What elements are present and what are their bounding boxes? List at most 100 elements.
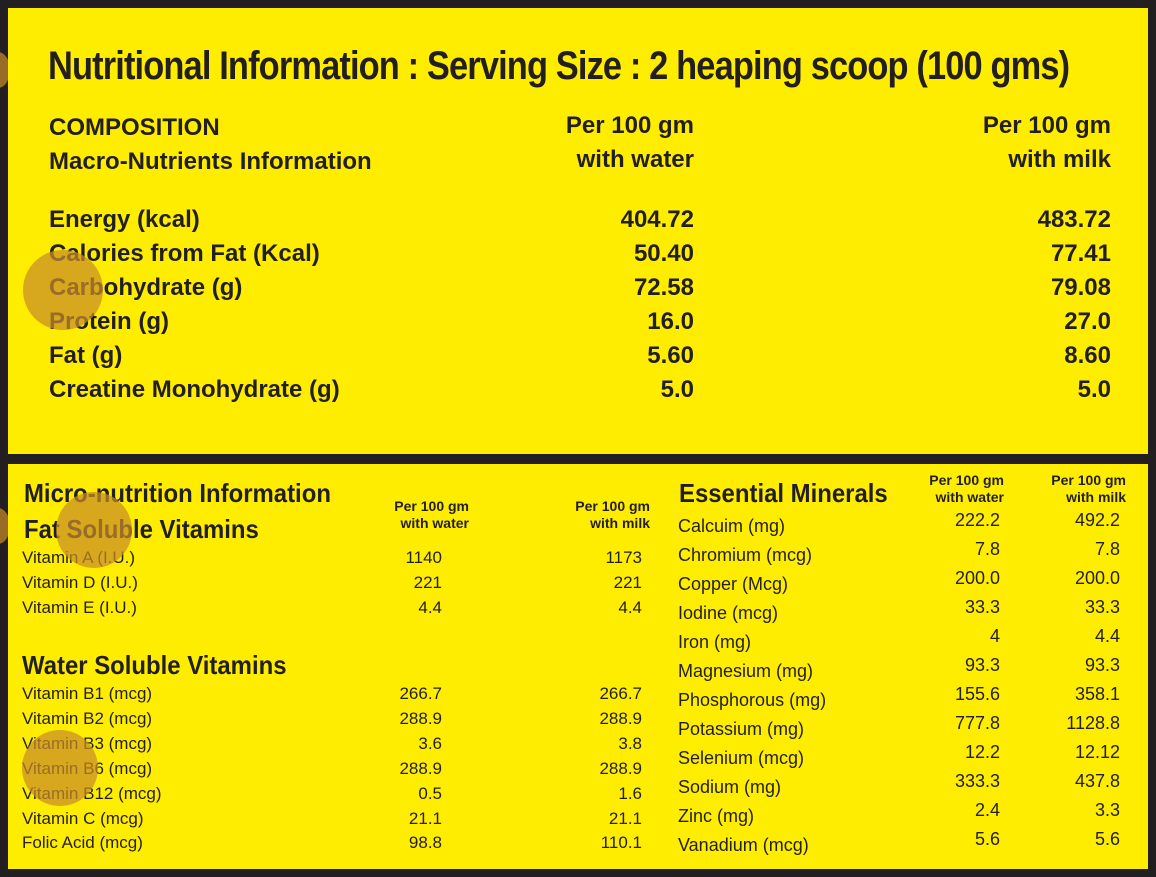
value-water: 7.8 bbox=[974, 539, 1000, 559]
essential-minerals-heading: Essential Minerals bbox=[679, 478, 888, 508]
value-water: 2.4 bbox=[974, 800, 1000, 820]
value-water: 4 bbox=[989, 626, 1000, 646]
value-water: 4.4 bbox=[418, 598, 442, 617]
value-milk: 5.6 bbox=[1094, 829, 1120, 849]
column-header-line: with water bbox=[576, 146, 694, 173]
water-column-header: Per 100 gm with water bbox=[566, 109, 694, 177]
vitamin-row: Vitamin B1 (mcg) 266.7 266.7 bbox=[22, 684, 642, 709]
mineral-label: Potassium (mg) bbox=[678, 719, 805, 739]
value-milk: 12.12 bbox=[1074, 742, 1120, 762]
value-water: 72.58 bbox=[633, 274, 694, 301]
water-soluble-heading: Water Soluble Vitamins bbox=[22, 650, 287, 680]
micro-nutrients-panel: Micro-nutrition Information Fat Soluble … bbox=[8, 464, 1148, 869]
value-milk: 266.7 bbox=[599, 684, 642, 703]
macro-row: Energy (kcal) 404.72 483.72 bbox=[49, 206, 1111, 240]
value-milk: 288.9 bbox=[599, 759, 642, 778]
mineral-row: Iron (mg) 4 4.4 bbox=[678, 626, 1120, 658]
column-header-line: Per 100 gm bbox=[394, 498, 469, 514]
column-header-line: with water bbox=[935, 489, 1004, 505]
mineral-row: Chromium (mcg) 7.8 7.8 bbox=[678, 539, 1120, 571]
column-header-line: with water bbox=[400, 515, 469, 531]
vitamin-row: Folic Acid (mcg) 98.8 110.1 bbox=[22, 833, 642, 858]
left-edge-marker bbox=[0, 508, 10, 544]
vitamin-label: Vitamin B2 (mcg) bbox=[22, 709, 153, 728]
macro-row: Creatine Monohydrate (g) 5.0 5.0 bbox=[49, 376, 1111, 410]
value-milk: 79.08 bbox=[1050, 274, 1111, 301]
macro-row: Protein (g) 16.0 27.0 bbox=[49, 308, 1111, 342]
value-milk: 77.41 bbox=[1050, 240, 1111, 267]
value-milk: 4.4 bbox=[618, 598, 642, 617]
vitamin-row: Vitamin B2 (mcg) 288.9 288.9 bbox=[22, 709, 642, 734]
mineral-label: Chromium (mcg) bbox=[678, 545, 813, 565]
page-title: Nutritional Information : Serving Size :… bbox=[48, 44, 1070, 88]
vitamin-label: Folic Acid (mcg) bbox=[22, 833, 143, 852]
macro-nutrients-panel: Nutritional Information : Serving Size :… bbox=[8, 8, 1148, 454]
marker-dot bbox=[56, 492, 132, 568]
vitamin-row: Vitamin D (I.U.) 221 221 bbox=[22, 573, 642, 598]
column-header-line: with milk bbox=[1066, 489, 1126, 505]
value-water: 155.6 bbox=[954, 684, 1000, 704]
mineral-label: Iron (mg) bbox=[678, 632, 752, 652]
value-water: 21.1 bbox=[408, 809, 442, 828]
mineral-label: Selenium (mcg) bbox=[678, 748, 805, 768]
vitamin-row: Vitamin E (I.U.) 4.4 4.4 bbox=[22, 598, 642, 623]
column-header-line: Per 100 gm bbox=[1051, 472, 1126, 488]
value-water: 93.3 bbox=[964, 655, 1000, 675]
value-milk: 3.8 bbox=[618, 734, 642, 753]
mineral-row: Vanadium (mcg) 5.6 5.6 bbox=[678, 829, 1120, 861]
value-water: 0.5 bbox=[418, 784, 442, 803]
nutrient-label: Calories from Fat (Kcal) bbox=[49, 240, 320, 267]
value-milk: 3.3 bbox=[1094, 800, 1120, 820]
nutrient-label: Energy (kcal) bbox=[49, 206, 200, 233]
mineral-row: Selenium (mcg) 12.2 12.12 bbox=[678, 742, 1120, 774]
value-milk: 358.1 bbox=[1074, 684, 1120, 704]
value-water: 5.60 bbox=[647, 342, 694, 369]
value-water: 33.3 bbox=[964, 597, 1000, 617]
mineral-row: Copper (Mcg) 200.0 200.0 bbox=[678, 568, 1120, 600]
value-water: 222.2 bbox=[954, 510, 1000, 530]
value-water: 288.9 bbox=[399, 709, 442, 728]
value-water: 221 bbox=[413, 573, 442, 592]
value-milk: 221 bbox=[613, 573, 642, 592]
value-water: 404.72 bbox=[620, 206, 694, 233]
vitamin-label: Vitamin D (I.U.) bbox=[22, 573, 138, 592]
macro-row: Fat (g) 5.60 8.60 bbox=[49, 342, 1111, 376]
column-header-line: Per 100 gm bbox=[982, 112, 1111, 139]
mineral-label: Calcuim (mg) bbox=[678, 516, 786, 536]
value-water: 288.9 bbox=[399, 759, 442, 778]
marker-dot bbox=[22, 730, 98, 806]
mineral-row: Zinc (mg) 2.4 3.3 bbox=[678, 800, 1120, 832]
mineral-label: Sodium (mg) bbox=[678, 777, 782, 797]
column-header-line: Per 100 gm bbox=[575, 498, 650, 514]
value-water: 3.6 bbox=[418, 734, 442, 753]
value-water: 777.8 bbox=[954, 713, 1000, 733]
value-water: 333.3 bbox=[954, 771, 1000, 791]
mineral-label: Phosphorous (mg) bbox=[678, 690, 827, 710]
column-header-line: with milk bbox=[590, 515, 650, 531]
mineral-label: Zinc (mg) bbox=[678, 806, 754, 826]
value-milk: 5.0 bbox=[1077, 376, 1111, 403]
value-milk: 288.9 bbox=[599, 709, 642, 728]
column-header-line: Per 100 gm bbox=[565, 112, 694, 139]
vitamin-row: Vitamin B12 (mcg) 0.5 1.6 bbox=[22, 784, 642, 809]
column-header-line: with milk bbox=[1008, 146, 1111, 173]
value-water: 5.6 bbox=[974, 829, 1000, 849]
value-water: 98.8 bbox=[408, 833, 442, 852]
vitamin-label: Vitamin E (I.U.) bbox=[22, 598, 137, 617]
mineral-water-column-header: Per 100 gm with water bbox=[929, 472, 1004, 506]
mineral-row: Magnesium (mg) 93.3 93.3 bbox=[678, 655, 1120, 687]
marker-dot bbox=[23, 250, 103, 330]
mineral-row: Iodine (mcg) 33.3 33.3 bbox=[678, 597, 1120, 629]
nutrient-label: Creatine Monohydrate (g) bbox=[49, 376, 340, 403]
value-milk: 1128.8 bbox=[1066, 713, 1120, 733]
vitamin-label: Vitamin B1 (mcg) bbox=[22, 684, 153, 703]
vitamin-row: Vitamin C (mcg) 21.1 21.1 bbox=[22, 809, 642, 834]
mineral-row: Phosphorous (mg) 155.6 358.1 bbox=[678, 684, 1120, 716]
left-edge-marker bbox=[0, 52, 10, 88]
value-milk: 93.3 bbox=[1084, 655, 1120, 675]
value-water: 12.2 bbox=[964, 742, 1000, 762]
value-milk: 4.4 bbox=[1094, 626, 1120, 646]
value-milk: 33.3 bbox=[1084, 597, 1120, 617]
mineral-label: Iodine (mcg) bbox=[678, 603, 779, 623]
value-milk: 27.0 bbox=[1064, 308, 1111, 335]
